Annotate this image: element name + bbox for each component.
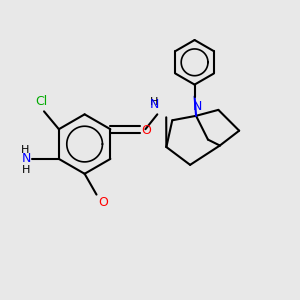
Text: N: N xyxy=(150,98,159,111)
Text: O: O xyxy=(98,196,108,209)
Text: O: O xyxy=(142,124,152,137)
Text: H: H xyxy=(150,97,158,107)
Text: Cl: Cl xyxy=(35,95,47,108)
Text: N: N xyxy=(193,100,202,113)
Text: N: N xyxy=(21,152,31,165)
Text: H: H xyxy=(21,146,30,155)
Text: H: H xyxy=(22,166,31,176)
